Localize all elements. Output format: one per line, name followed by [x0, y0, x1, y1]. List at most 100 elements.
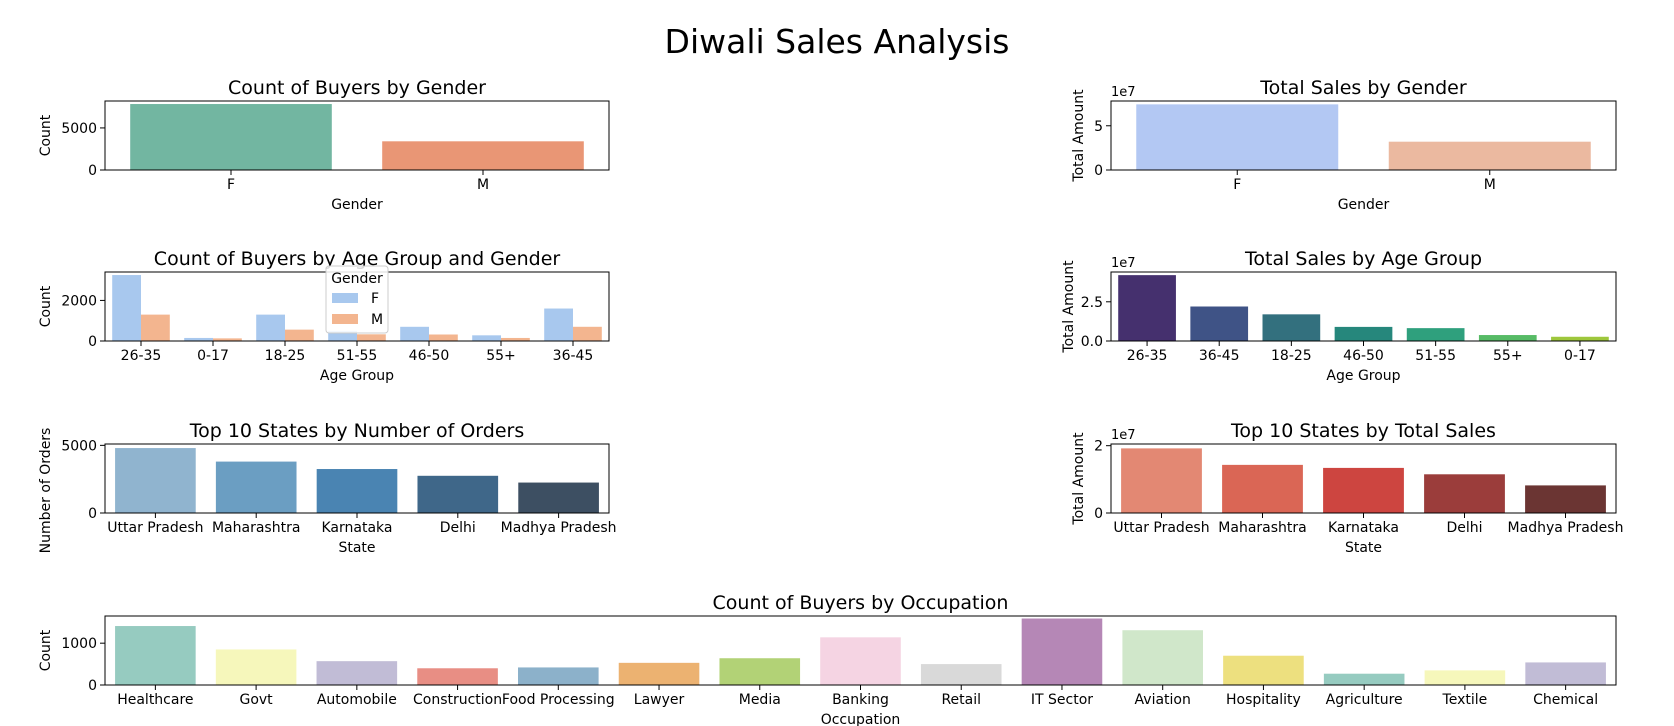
age_gender_count-xlabel: Age Group — [320, 368, 394, 384]
occupation_count-ylabel: Count — [38, 629, 54, 671]
state_orders-bar-Maharashtra — [215, 461, 297, 513]
age_sales-bar-18-25 — [1262, 314, 1321, 341]
state_sales-xlabel: State — [1345, 540, 1382, 556]
occupation_count-xtick-label: Govt — [239, 692, 273, 708]
age_gender_count-legend-title: Gender — [331, 271, 383, 287]
gender_sales-xtick-label: F — [1233, 177, 1241, 193]
age_gender_count-bar-F-55+ — [472, 335, 501, 341]
occupation_count-ytick-label: 1000 — [61, 636, 97, 652]
state_orders-ylabel: Number of Orders — [38, 428, 54, 554]
occupation_count-bar-Automobile — [316, 661, 398, 685]
occupation_count-xtick-label: Healthcare — [117, 692, 193, 708]
age_sales-bar-36-45 — [1190, 306, 1249, 341]
age_gender_count-legend-swatch-F — [332, 293, 358, 303]
occupation_count-bar-Chemical — [1525, 662, 1606, 685]
occupation_count-xtick-label: Lawyer — [634, 692, 685, 708]
occupation_count-bar-Healthcare — [115, 626, 196, 685]
gender_count-ylabel: Count — [38, 114, 54, 156]
occupation_count-bar-Govt — [215, 649, 297, 685]
occupation_count-xtick-label: Agriculture — [1326, 692, 1403, 708]
state_sales-xtick-label: Maharashtra — [1218, 520, 1306, 536]
gender_count-axes-frame — [104, 100, 610, 171]
gender_count-ytick-label: 5000 — [61, 121, 97, 137]
gender_count-bar-F — [130, 104, 332, 170]
gender_sales-ytick-label: 5 — [1094, 119, 1103, 135]
age_sales-xtick-label: 18-25 — [1271, 348, 1312, 364]
age_sales-xtick-label: 0-17 — [1564, 348, 1596, 364]
age_gender_count-legend-label: M — [371, 312, 383, 328]
age_sales-bar-26-35 — [1118, 275, 1176, 341]
state_sales-bar-Uttar Pradesh — [1121, 448, 1202, 513]
occupation_count-bar-Aviation — [1122, 630, 1203, 685]
occupation_count-bar-Retail — [920, 664, 1002, 685]
state_orders-bar-Uttar Pradesh — [115, 448, 196, 513]
age_sales-bar-0-17 — [1551, 336, 1609, 341]
age_gender_count-xtick-label: 26-35 — [121, 348, 162, 364]
occupation_count-xtick-label: Construction — [413, 692, 502, 708]
state_sales-xtick-label: Delhi — [1446, 520, 1482, 536]
age_gender_count-xtick-label: 55+ — [486, 348, 516, 364]
gender_sales-scale-label: 1e7 — [1111, 85, 1136, 100]
age_gender_count-xtick-label: 46-50 — [409, 348, 450, 364]
age_gender_count-bar-M-46-50 — [429, 334, 458, 341]
age_sales-xtick-label: 55+ — [1493, 348, 1523, 364]
age_sales-scale-label: 1e7 — [1111, 256, 1136, 271]
age_gender_count-legend-label: F — [371, 291, 379, 307]
age_sales-xlabel: Age Group — [1326, 368, 1400, 384]
gender_count-bar-M — [382, 141, 584, 170]
state_sales-xtick-label: Uttar Pradesh — [1113, 520, 1209, 536]
age_gender_count-ylabel: Count — [38, 285, 54, 327]
occupation_count-bar-Lawyer — [618, 662, 700, 685]
occupation_count-xtick-label: Retail — [941, 692, 981, 708]
state_orders-title: Top 10 States by Number of Orders — [189, 420, 525, 442]
state_orders-xtick-label: Uttar Pradesh — [107, 520, 203, 536]
occupation_count-bar-IT Sector — [1021, 618, 1103, 685]
occupation_count-bar-Food Processing — [518, 667, 599, 685]
occupation_count-xtick-label: Media — [739, 692, 781, 708]
state_orders-xtick-label: Maharashtra — [212, 520, 300, 536]
occupation_count-xtick-label: Food Processing — [502, 692, 615, 708]
age_gender_count-ytick-label: 2000 — [61, 293, 97, 309]
age_gender_count-bar-F-0-17 — [184, 337, 213, 341]
state_sales-ytick-label: 2 — [1094, 439, 1103, 455]
state_sales-title: Top 10 States by Total Sales — [1230, 420, 1496, 442]
age_gender_count-xtick-label: 0-17 — [197, 348, 229, 364]
state_orders-xtick-label: Madhya Pradesh — [501, 520, 617, 536]
state_orders-ytick-label: 0 — [88, 506, 97, 522]
age_sales-ylabel: Total Amount — [1061, 260, 1077, 354]
occupation_count-bar-Hospitality — [1223, 655, 1304, 685]
gender_sales-ylabel: Total Amount — [1071, 89, 1087, 183]
state_sales-ytick-label: 0 — [1094, 506, 1103, 522]
age_sales-ytick-label: 2.5 — [1081, 295, 1103, 311]
age_gender_count-bar-M-18-25 — [285, 329, 314, 341]
occupation_count-xtick-label: Banking — [832, 692, 889, 708]
age_gender_count-bar-F-51-55 — [328, 330, 357, 341]
state_orders-ytick-label: 5000 — [61, 438, 97, 454]
occupation_count-xlabel: Occupation — [821, 712, 901, 726]
occupation_count-xtick-label: Hospitality — [1226, 692, 1301, 708]
occupation_count-xtick-label: Automobile — [317, 692, 397, 708]
occupation_count-bar-Media — [719, 658, 801, 685]
occupation_count-xtick-label: IT Sector — [1031, 692, 1093, 708]
age_gender_count-bar-M-55+ — [501, 337, 530, 341]
occupation_count-xtick-label: Textile — [1442, 692, 1488, 708]
age_gender_count-legend-swatch-M — [332, 314, 358, 324]
state_orders-xtick-label: Delhi — [440, 520, 476, 536]
age_sales-ytick-label: 0.0 — [1081, 334, 1103, 350]
state_orders-bar-Madhya Pradesh — [518, 482, 599, 513]
state_orders-bar-Delhi — [417, 475, 499, 513]
occupation_count-bar-Textile — [1424, 670, 1506, 685]
age_gender_count-bar-F-36-45 — [544, 308, 573, 341]
age_sales-xtick-label: 26-35 — [1127, 348, 1168, 364]
state_sales-bar-Delhi — [1424, 474, 1505, 513]
age_gender_count-xtick-label: 51-55 — [337, 348, 378, 364]
state_sales-bar-Madhya Pradesh — [1525, 485, 1606, 513]
age_gender_count-xtick-label: 18-25 — [265, 348, 306, 364]
state_orders-bar-Karnataka — [316, 469, 398, 513]
age_gender_count-bar-F-26-35 — [112, 275, 141, 341]
age_gender_count-bar-M-0-17 — [213, 338, 242, 341]
occupation_count-ytick-label: 0 — [88, 678, 97, 694]
occupation_count-title: Count of Buyers by Occupation — [713, 592, 1009, 614]
age_gender_count-bar-F-18-25 — [256, 314, 285, 341]
